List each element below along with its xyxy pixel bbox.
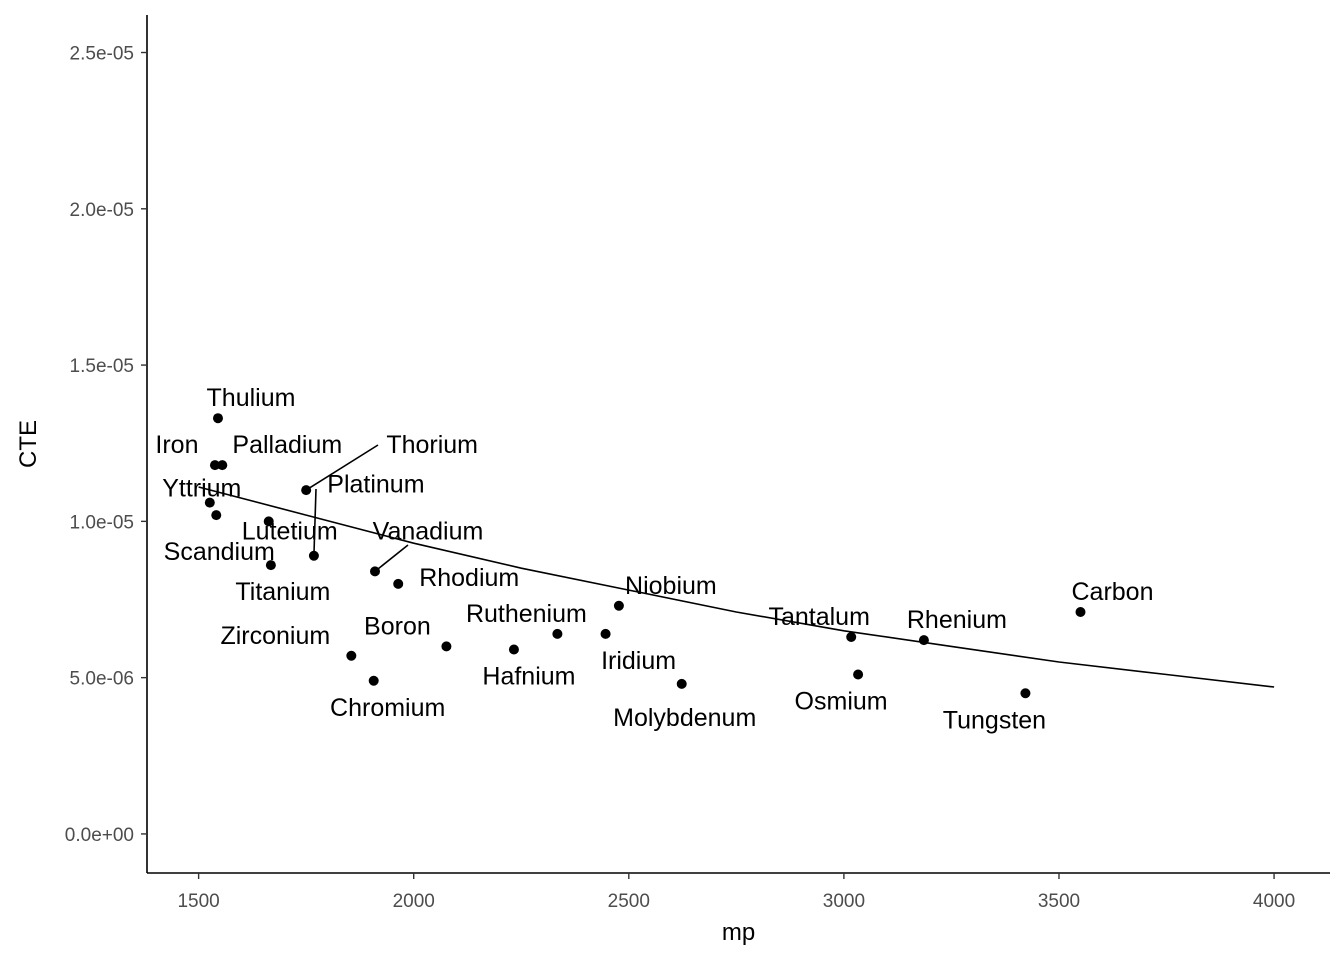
label-rhodium: Rhodium [419, 564, 519, 592]
point-platinum [308, 550, 319, 561]
point-ruthenium [552, 628, 563, 639]
label-iridium: Iridium [601, 647, 676, 675]
label-hafnium: Hafnium [482, 663, 575, 691]
point-thorium [301, 485, 312, 496]
label-scandium: Scandium [164, 538, 275, 566]
y-axis-title: CTE [15, 420, 42, 468]
x-axis-title: mp [722, 919, 755, 946]
label-leader-lines [305, 444, 409, 572]
y-tick-label: 2.0e-05 [70, 200, 134, 221]
label-niobium: Niobium [625, 572, 717, 600]
point-lutetium [263, 516, 274, 527]
point-zirconium [346, 650, 357, 661]
label-zirconium: Zirconium [220, 622, 330, 650]
point-niobium [613, 600, 624, 611]
point-scandium [211, 510, 222, 521]
point-boron [441, 641, 452, 652]
x-tick-label: 4000 [1253, 891, 1295, 912]
label-ruthenium: Ruthenium [466, 600, 587, 628]
point-iridium [600, 628, 611, 639]
point-thulium [212, 413, 223, 424]
x-tick-label: 2000 [393, 891, 435, 912]
y-tick-label: 0.0e+00 [65, 825, 134, 846]
leader-platinum [313, 488, 317, 556]
y-tick-label: 5.0e-06 [70, 669, 134, 690]
point-tungsten [1020, 688, 1031, 699]
label-yttrium: Yttrium [162, 475, 241, 503]
label-thulium: Thulium [207, 384, 296, 412]
label-chromium: Chromium [330, 694, 445, 722]
point-chromium [368, 675, 379, 686]
label-platinum: Platinum [327, 471, 424, 499]
label-vanadium: Vanadium [373, 517, 484, 545]
x-axis-ticks: 1500 2000 2500 3000 3500 4000 [177, 873, 1295, 912]
label-carbon: Carbon [1071, 578, 1153, 606]
point-labels: Thulium Iron Palladium Thorium Platinum Yttri… [155, 384, 1153, 734]
label-iron: Iron [155, 431, 198, 459]
leader-thorium [305, 444, 379, 491]
point-molybdenum [676, 678, 687, 689]
leader-vanadium [374, 544, 409, 572]
x-tick-label: 2500 [608, 891, 650, 912]
label-osmium: Osmium [795, 688, 888, 716]
label-titanium: Titanium [235, 578, 330, 606]
label-tantalum: Tantalum [768, 603, 869, 631]
fit-curve [198, 486, 1275, 688]
point-yttrium [204, 497, 215, 508]
point-carbon [1075, 607, 1086, 618]
point-vanadium [369, 566, 380, 577]
x-tick-label: 3500 [1038, 891, 1080, 912]
label-tungsten: Tungsten [943, 706, 1046, 734]
x-tick-label: 3000 [823, 891, 865, 912]
label-thorium: Thorium [386, 431, 478, 459]
label-lutetium: Lutetium [242, 517, 338, 545]
y-axis-ticks: 0.0e+00 5.0e-06 1.0e-05 1.5e-05 2.0e-05 2.5e-… [65, 44, 147, 846]
point-tantalum [846, 632, 857, 643]
point-rhodium [393, 578, 404, 589]
label-molybdenum: Molybdenum [613, 704, 756, 732]
x-tick-label: 1500 [177, 891, 219, 912]
label-rhenium: Rhenium [907, 606, 1007, 634]
label-palladium: Palladium [232, 431, 342, 459]
y-tick-label: 1.0e-05 [70, 512, 134, 533]
point-osmium [853, 669, 864, 680]
point-hafnium [508, 644, 519, 655]
y-tick-label: 2.5e-05 [70, 44, 134, 65]
point-iron [209, 460, 220, 471]
data-points [204, 413, 1086, 699]
point-rhenium [918, 635, 929, 646]
point-palladium [217, 460, 228, 471]
label-boron: Boron [364, 612, 431, 640]
y-tick-label: 1.5e-05 [70, 356, 134, 377]
point-titanium [265, 560, 276, 571]
